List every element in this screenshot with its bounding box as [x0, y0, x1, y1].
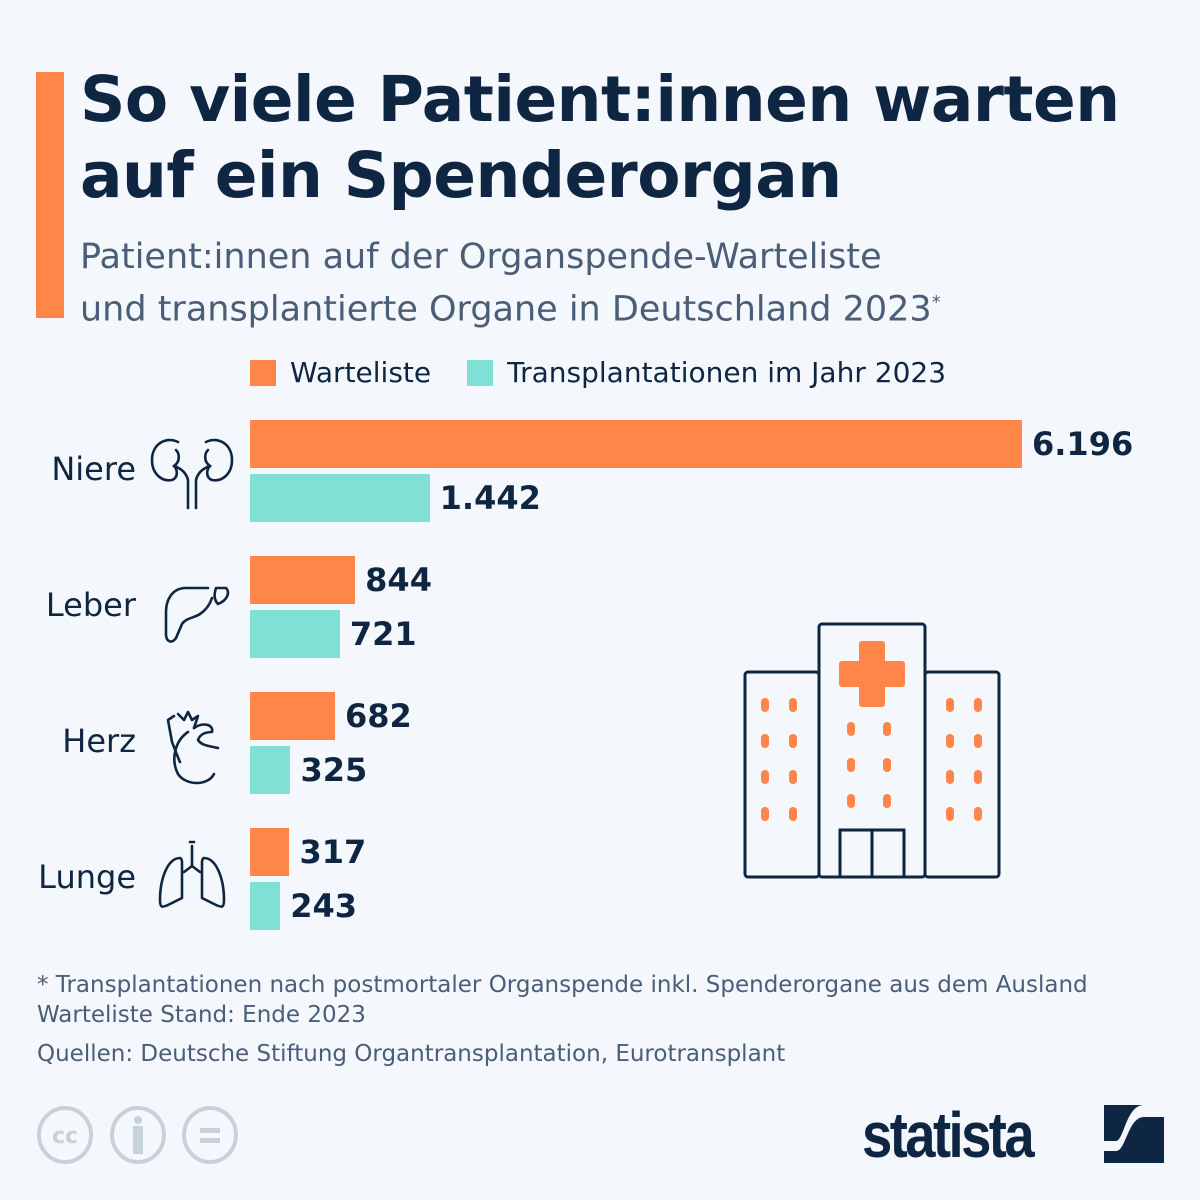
sources: Quellen: Deutsche Stiftung Organtranspla… [37, 1041, 786, 1067]
data-label: 6.196 [1032, 425, 1134, 463]
cc-icon [37, 1106, 93, 1164]
subtitle-footnote-mark: * [931, 292, 941, 313]
accent-bar [36, 72, 64, 318]
heart-icon [166, 710, 220, 785]
liver-icon [164, 586, 230, 643]
data-label: 243 [290, 887, 358, 925]
lung-icon [158, 840, 226, 908]
attribution-icon [110, 1106, 166, 1164]
footnote: * Transplantationen nach postmortaler Or… [37, 972, 1088, 998]
chart-subtitle: Patient:innen auf der Organspende-Wartel… [80, 234, 1180, 333]
bar-transplantationen [250, 746, 291, 794]
bar-warteliste [250, 828, 290, 876]
category-label: Niere [51, 450, 136, 488]
legend: Warteliste Transplantationen im Jahr 202… [250, 356, 982, 389]
subtitle-line-1: Patient:innen auf der Organspende-Wartel… [80, 237, 882, 277]
hospital-icon [743, 622, 1001, 879]
data-label: 325 [300, 751, 368, 789]
bar-warteliste [250, 556, 356, 604]
legend-swatch [467, 359, 494, 386]
data-label: 317 [299, 833, 367, 871]
chart-title: So viele Patient:innen warten auf ein Sp… [80, 63, 1120, 212]
bar-transplantationen [250, 882, 281, 930]
subtitle-line-2: und transplantierte Organe in Deutschlan… [80, 289, 932, 330]
kidney-icon [150, 438, 234, 510]
category-label: Herz [62, 722, 136, 760]
category-label: Leber [45, 586, 136, 624]
bar-warteliste [250, 420, 1022, 468]
bar-transplantationen [250, 610, 340, 658]
svg-text:cc: cc [52, 1124, 78, 1149]
data-label: 721 [349, 615, 417, 653]
data-label: 1.442 [439, 479, 541, 517]
no-derivatives-icon [182, 1106, 238, 1164]
license-icons: cc [37, 1106, 238, 1164]
data-label: 682 [344, 697, 412, 735]
bar-transplantationen [250, 474, 430, 522]
legend-item-transplantationen: Transplantationen im Jahr 2023 [467, 356, 946, 389]
statista-logo: statista [862, 1099, 1035, 1171]
legend-label: Warteliste [290, 356, 432, 389]
legend-item-warteliste: Warteliste [250, 356, 431, 389]
legend-label: Transplantationen im Jahr 2023 [507, 356, 947, 389]
statista-logo-mark [1104, 1105, 1164, 1163]
waitlist-note: Warteliste Stand: Ende 2023 [37, 1002, 366, 1028]
category-label: Lunge [38, 858, 136, 896]
data-label: 844 [365, 561, 432, 599]
bar-warteliste [250, 692, 335, 740]
legend-swatch [250, 359, 276, 386]
